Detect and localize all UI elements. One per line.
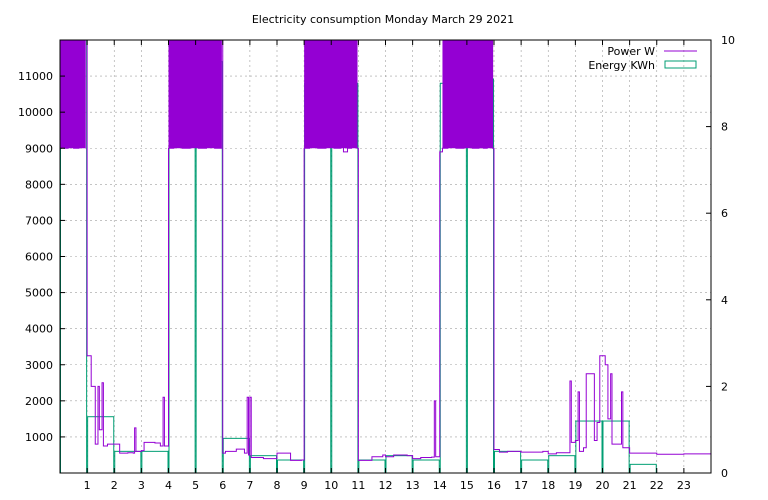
x-tick-label: 16 [487,479,501,492]
y-right-tick-label: 8 [721,121,728,134]
power-saturated-band [168,40,222,149]
legend-energy-swatch [664,60,697,69]
x-tick-label: 20 [596,479,610,492]
energy-bar [114,450,142,474]
grid [60,40,711,473]
x-tick-label: 2 [111,479,118,492]
y-right-tick-label: 4 [721,294,728,307]
energy-bar [412,459,440,474]
energy-bar [548,455,576,474]
energy-bar [358,459,386,474]
y-right-tick-label: 6 [721,207,728,220]
energy-bar [521,459,549,474]
x-tick-label: 6 [219,479,226,492]
x-tick-label: 5 [192,479,199,492]
y-left-tick-label: 2000 [25,395,53,408]
power-saturated-band [60,40,86,149]
x-tick-label: 11 [351,479,365,492]
x-tick-label: 15 [460,479,474,492]
y-left-tick-label: 3000 [25,359,53,372]
y-left-tick-label: 7000 [25,214,53,227]
x-tick-label: 14 [433,479,447,492]
x-tick-label: 23 [677,479,691,492]
y-right-tick-label: 0 [721,467,728,480]
x-tick-label: 21 [623,479,637,492]
x-tick-label: 19 [568,479,582,492]
x-axis: 1 2 3 4 5 6 7 8 9 10 11 12 13 14 15 16 17 18 19 20 21 22 23 [84,40,691,492]
y-left-tick-label: 1000 [25,431,53,444]
x-tick-label: 3 [138,479,145,492]
y-left-tick-label: 4000 [25,323,53,336]
energy-bar [602,420,630,474]
y-left-tick-label: 8000 [25,178,53,191]
power-series [60,39,711,461]
y-left-tick-label: 11000 [18,70,53,83]
power-saturated-band [442,40,493,149]
x-tick-label: 17 [514,479,528,492]
energy-bar [87,416,115,474]
y-right-tick-label: 10 [721,34,735,47]
energy-bar [385,455,413,474]
y-left-tick-label: 5000 [25,287,53,300]
x-tick-label: 13 [406,479,420,492]
legend: Power W Energy KWh [588,45,697,72]
chart-title: Electricity consumption Monday March 29 … [252,13,514,26]
energy-bar [494,450,522,474]
energy-bar [277,459,305,474]
x-tick-label: 7 [246,479,253,492]
y-axis-right: 0 2 4 6 8 10 [706,34,735,480]
x-tick-label: 12 [379,479,393,492]
y-left-tick-label: 10000 [18,106,53,119]
x-tick-label: 22 [650,479,664,492]
legend-power-label: Power W [607,45,655,58]
energy-bar [629,463,657,474]
x-tick-label: 18 [541,479,555,492]
legend-energy-label: Energy KWh [588,59,655,72]
x-tick-label: 10 [324,479,338,492]
y-left-tick-label: 9000 [25,142,53,155]
y-right-tick-label: 2 [721,380,728,393]
x-tick-label: 4 [165,479,172,492]
energy-bar [222,437,250,474]
y-axis-left: 1000 2000 3000 4000 5000 6000 7000 8000 9000 1000… [18,70,65,444]
power-saturated-band [304,40,358,149]
y-left-tick-label: 6000 [25,251,53,264]
x-tick-label: 8 [274,479,281,492]
x-tick-label: 1 [84,479,91,492]
energy-bar [141,450,169,474]
x-tick-label: 9 [301,479,308,492]
